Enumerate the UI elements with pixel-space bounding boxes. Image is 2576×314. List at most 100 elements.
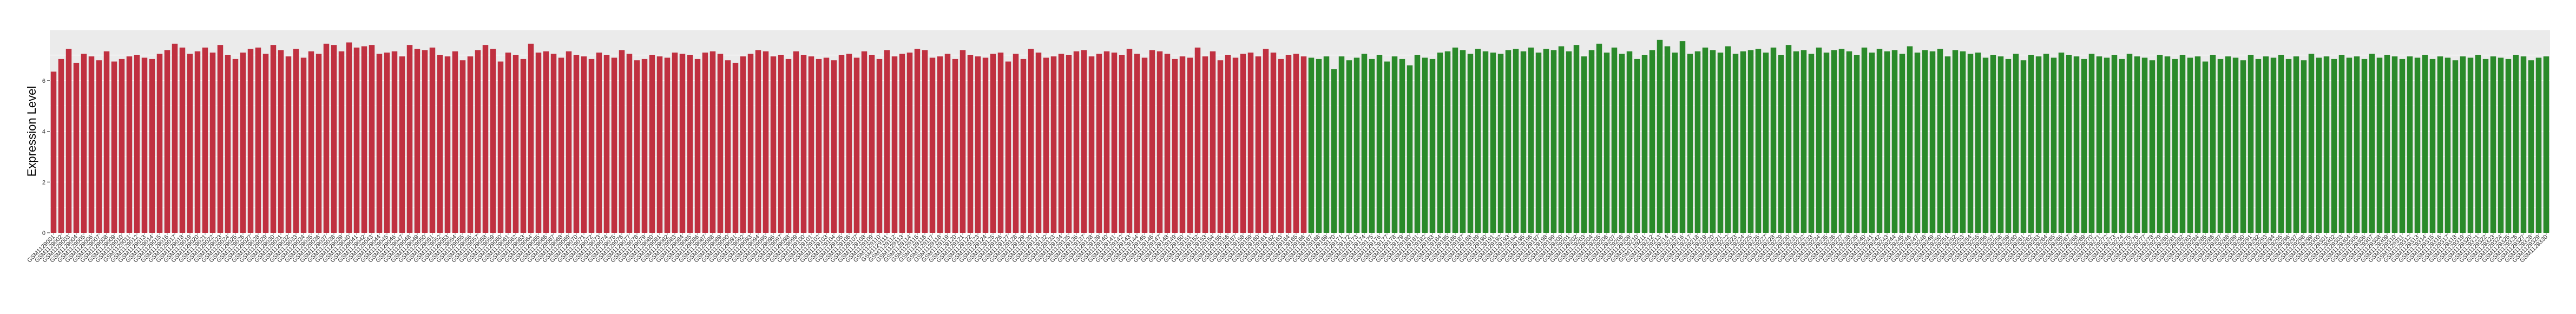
bar [2111,55,2118,233]
bar [1747,50,1754,233]
y-axis-ticks: 0 2 4 6 [42,78,50,237]
bar [2248,55,2254,233]
bar [1179,56,1186,233]
bar [1520,51,1527,233]
bar [119,58,125,233]
bar [1846,51,1852,233]
bar [1550,50,1557,233]
bar [58,58,64,233]
bar [293,49,299,233]
bar [831,60,837,233]
bar [1467,54,1474,233]
bar [134,55,140,233]
bar [2346,57,2352,233]
grid-lines [50,29,2550,233]
bar [649,55,655,233]
bar [2104,57,2110,233]
bar [1755,49,1762,233]
bar [656,56,663,233]
bar [1073,51,1080,233]
bar [528,43,534,233]
bar [316,54,322,233]
bar [2338,55,2345,233]
bar [255,47,261,233]
bar [664,57,671,233]
bar [1020,58,1027,233]
bar [414,49,420,233]
bar [1058,54,1064,233]
bar [2452,60,2459,233]
bar [997,53,1004,233]
bar [1338,56,1345,233]
bar [2157,55,2163,233]
bar [1732,54,1739,233]
bar [2141,57,2148,233]
bar [512,55,519,233]
bar [1156,51,1163,233]
bar [1967,54,1974,233]
bar [1119,55,1125,233]
bar [217,45,224,233]
bar [232,58,239,233]
bar [1710,50,1716,233]
bar [1096,54,1102,233]
bar [1725,46,1731,233]
bar [906,53,913,233]
bar [2126,54,2133,233]
bar [164,50,170,233]
bar [679,54,686,233]
bar [2354,56,2360,233]
bar [1429,58,1436,233]
bar [1285,55,1292,233]
bar [172,43,178,233]
bar [179,47,186,233]
bar [838,55,845,233]
bars [50,40,2549,233]
bar [490,49,496,233]
bar [103,51,110,233]
bar [422,50,428,233]
bar [2020,60,2027,233]
bar [725,60,731,233]
bar [2376,57,2383,233]
bar [2369,54,2375,233]
bar [1566,51,1572,233]
bar [497,61,504,233]
bar [2073,56,2080,233]
bar [550,54,557,233]
bar [1679,41,1686,233]
bar [2119,58,2125,233]
bar [247,49,254,233]
bar [1300,56,1307,233]
bar [2475,55,2481,233]
bar [346,42,352,233]
bar [2361,58,2368,233]
bar [225,55,231,233]
bar [1649,50,1655,233]
bar [2490,56,2496,233]
bar [1111,53,1118,233]
bar [1884,51,1890,233]
bar [475,50,481,233]
bar [2164,56,2171,233]
bar [1103,51,1110,233]
bar [88,56,95,233]
bar [391,51,398,233]
bar [2240,60,2246,233]
bar [1854,55,1860,233]
bar [2505,58,2512,233]
bar [543,51,549,233]
bar [505,53,511,233]
bar [2051,57,2057,233]
bar [1164,54,1171,233]
bar [81,54,87,233]
bar [1937,49,1943,233]
bar [884,50,890,233]
bar [626,54,633,233]
bar [369,45,375,233]
bar [1414,55,1421,233]
bar [2232,57,2239,233]
bar [535,53,542,233]
bar [1376,55,1383,233]
